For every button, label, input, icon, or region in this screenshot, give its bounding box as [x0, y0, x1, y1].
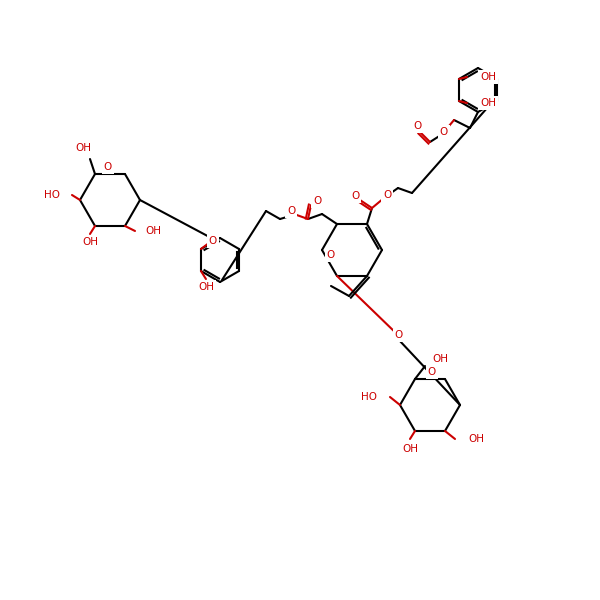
Text: O: O [313, 196, 321, 206]
Text: O: O [413, 121, 421, 131]
Text: OH: OH [432, 354, 448, 364]
Text: OH: OH [480, 98, 496, 108]
Text: O: O [351, 191, 359, 201]
Text: OH: OH [468, 434, 484, 444]
Text: O: O [383, 190, 391, 200]
Text: HO: HO [361, 392, 377, 402]
Text: O: O [326, 250, 335, 260]
Text: OH: OH [402, 444, 418, 454]
Text: OH: OH [82, 237, 98, 247]
Text: O: O [394, 331, 403, 340]
Text: OH: OH [198, 282, 214, 292]
Text: O: O [440, 127, 448, 137]
Text: OH: OH [480, 72, 496, 82]
Text: OH: OH [75, 143, 91, 153]
Text: O: O [428, 367, 436, 377]
Text: O: O [104, 162, 112, 172]
Text: HO: HO [44, 190, 60, 200]
Text: O: O [287, 206, 295, 216]
Text: OH: OH [145, 226, 161, 236]
Text: O: O [209, 236, 217, 246]
